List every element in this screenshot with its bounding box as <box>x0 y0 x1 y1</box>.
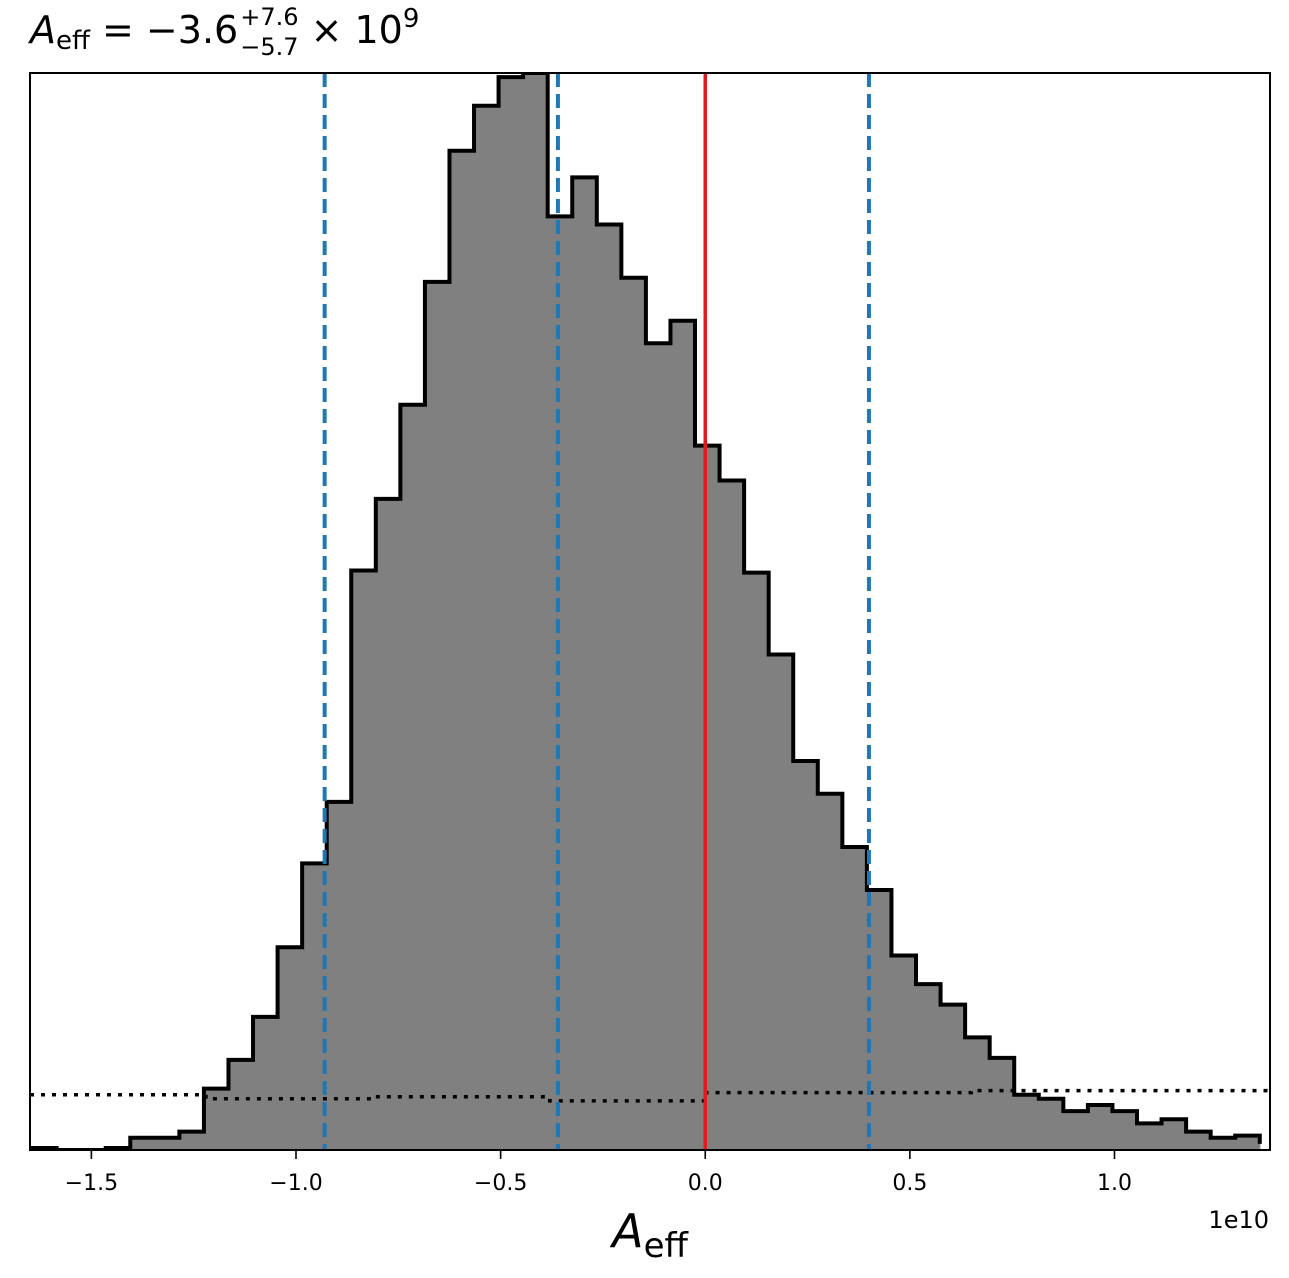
histogram-bar <box>1161 1119 1187 1150</box>
histogram-bar <box>793 760 819 1150</box>
histogram-bar <box>1063 1111 1089 1150</box>
x-axis-label-subscript: eff <box>643 1226 688 1266</box>
histogram-bar <box>744 572 770 1150</box>
histogram-bar <box>375 498 401 1150</box>
histogram-bar <box>596 224 622 1150</box>
x-tick-label: −1.0 <box>269 1171 322 1196</box>
histogram-bar <box>1014 1094 1040 1150</box>
x-axis-label-symbol: A <box>612 1204 644 1258</box>
histogram-bar <box>719 480 745 1150</box>
x-tick-label: 0.5 <box>892 1171 927 1196</box>
histogram-bar <box>670 320 696 1150</box>
histogram-bar <box>351 570 377 1150</box>
histogram-bar <box>449 150 475 1150</box>
histogram-bar <box>621 277 647 1150</box>
histogram-bar <box>474 105 500 1150</box>
x-tick-label: 1.0 <box>1097 1171 1132 1196</box>
histogram-bar <box>253 1016 279 1150</box>
histogram-bar <box>916 984 942 1150</box>
x-axis-offset-text: 1e10 <box>1208 1206 1269 1234</box>
title-equals: = <box>89 8 146 52</box>
histogram-bar <box>498 77 524 1150</box>
histogram-bar <box>1235 1135 1261 1150</box>
histogram-bar <box>130 1137 156 1150</box>
histogram-bar <box>1038 1098 1064 1150</box>
title-times: × 10 <box>298 8 403 52</box>
histogram-bar <box>228 1059 254 1150</box>
histogram-bar <box>424 281 451 1150</box>
histogram-bar <box>768 654 794 1150</box>
x-tick-label: 0.0 <box>688 1171 723 1196</box>
x-tick-label: −1.5 <box>65 1171 118 1196</box>
title-value: −3.6 <box>145 8 239 52</box>
plot-frame <box>29 72 1271 1151</box>
histogram-bar <box>547 216 573 1150</box>
histogram-bar <box>1112 1111 1138 1150</box>
histogram-bar <box>645 343 672 1150</box>
x-axis-label: Aeff <box>612 1204 688 1266</box>
histogram-bar <box>891 955 917 1150</box>
quantile-lines <box>322 73 871 1150</box>
x-axis-ticks: −1.5 −1.0 −0.5 0.0 0.5 1.0 <box>65 1150 1132 1196</box>
prior-dotted-line <box>30 1088 1270 1103</box>
histogram-bar <box>940 1004 966 1150</box>
x-tick-label: −0.5 <box>474 1171 527 1196</box>
histogram-outline <box>30 73 1262 1150</box>
histogram-bar <box>842 846 868 1150</box>
title-upper-error: +7.6 <box>240 2 299 31</box>
histogram-bar <box>695 445 721 1150</box>
histogram-bar <box>866 889 893 1150</box>
histogram-bar <box>400 404 426 1150</box>
histogram-bar <box>179 1131 205 1150</box>
histogram-bar <box>154 1137 180 1150</box>
histogram-bar <box>817 793 843 1150</box>
histogram-bars <box>32 73 1261 1150</box>
histogram-bar <box>1087 1104 1114 1150</box>
title-lower-error: −5.7 <box>240 32 299 61</box>
histogram-bar <box>1136 1123 1163 1150</box>
title-symbol: A <box>30 8 56 52</box>
histogram-bar <box>572 177 598 1150</box>
histogram-bar <box>1186 1131 1212 1150</box>
title-subscript: eff <box>56 26 90 56</box>
histogram-bar <box>326 801 352 1150</box>
title-errors: +7.6 −5.7 <box>240 5 299 61</box>
chart-title: Aeff = −3.6 +7.6 −5.7 × 109 <box>30 4 420 61</box>
histogram-bar <box>523 73 549 1150</box>
title-exponent: 9 <box>402 4 420 34</box>
histogram-bar <box>277 947 303 1150</box>
histogram-bar <box>1210 1137 1236 1150</box>
histogram-bar <box>989 1057 1015 1150</box>
